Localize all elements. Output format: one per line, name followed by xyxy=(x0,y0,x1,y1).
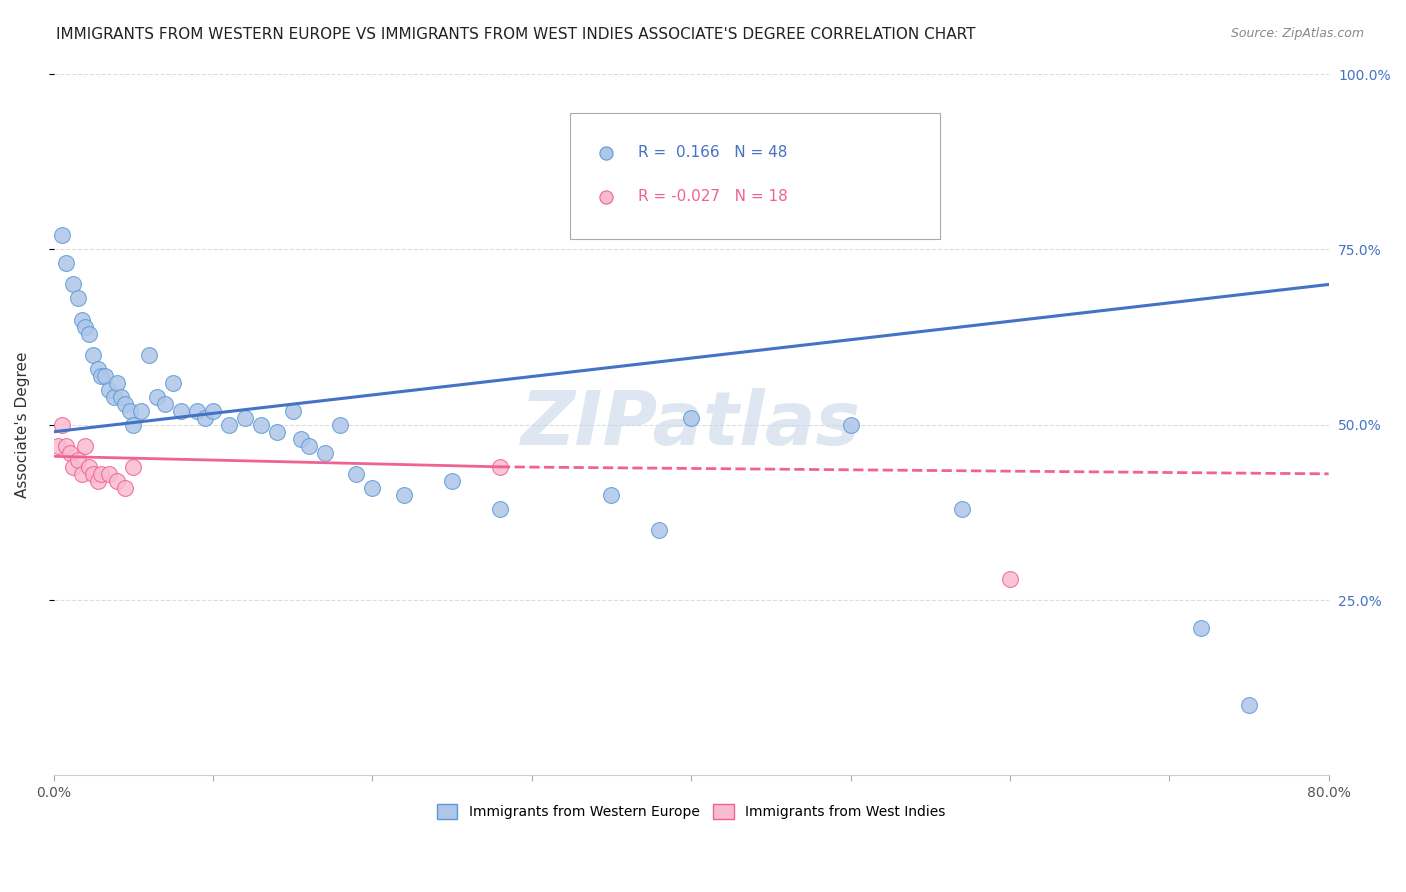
Point xyxy=(839,417,862,432)
Point xyxy=(72,312,94,326)
Point xyxy=(314,446,336,460)
Point xyxy=(55,439,77,453)
Point xyxy=(138,348,160,362)
Point xyxy=(201,403,224,417)
Point xyxy=(361,481,384,495)
Point xyxy=(162,376,184,390)
Text: R =  0.166   N = 48: R = 0.166 N = 48 xyxy=(637,145,787,160)
Point xyxy=(233,410,256,425)
Point xyxy=(58,446,80,460)
Point xyxy=(105,474,128,488)
Point xyxy=(194,410,217,425)
Point xyxy=(75,319,97,334)
Point xyxy=(114,481,136,495)
Point xyxy=(62,459,84,474)
Point xyxy=(66,292,89,306)
Point xyxy=(120,403,142,417)
Point xyxy=(122,459,145,474)
Point xyxy=(249,417,271,432)
Point xyxy=(114,397,136,411)
Point xyxy=(290,432,312,446)
Point xyxy=(170,403,193,417)
Point xyxy=(72,467,94,481)
Point xyxy=(441,474,464,488)
Point xyxy=(103,390,125,404)
Point xyxy=(733,190,755,204)
Point xyxy=(90,368,112,383)
Point xyxy=(950,502,973,516)
Point xyxy=(298,439,321,453)
Point xyxy=(733,145,755,160)
Point xyxy=(48,439,70,453)
Point xyxy=(394,488,416,502)
Text: R = -0.027   N = 18: R = -0.027 N = 18 xyxy=(637,189,787,204)
Point xyxy=(75,439,97,453)
Point xyxy=(281,403,304,417)
Point xyxy=(87,361,110,376)
Point xyxy=(998,572,1021,586)
Point xyxy=(648,523,671,537)
Legend: Immigrants from Western Europe, Immigrants from West Indies: Immigrants from Western Europe, Immigran… xyxy=(432,798,952,824)
Point xyxy=(153,397,176,411)
Y-axis label: Associate's Degree: Associate's Degree xyxy=(15,351,30,498)
Point xyxy=(146,390,169,404)
Point xyxy=(600,488,623,502)
Point xyxy=(51,228,73,243)
Point xyxy=(62,277,84,292)
Point xyxy=(98,383,121,397)
Point xyxy=(55,256,77,270)
Point xyxy=(66,452,89,467)
Point xyxy=(82,348,104,362)
Point xyxy=(266,425,288,439)
Point xyxy=(681,410,703,425)
Point xyxy=(51,417,73,432)
Point xyxy=(98,467,121,481)
Point xyxy=(93,368,115,383)
Point xyxy=(1189,621,1212,635)
Point xyxy=(105,376,128,390)
Point xyxy=(87,474,110,488)
Point xyxy=(82,467,104,481)
Point xyxy=(329,417,352,432)
Point xyxy=(110,390,132,404)
Text: IMMIGRANTS FROM WESTERN EUROPE VS IMMIGRANTS FROM WEST INDIES ASSOCIATE'S DEGREE: IMMIGRANTS FROM WESTERN EUROPE VS IMMIGR… xyxy=(56,27,976,42)
Point xyxy=(218,417,240,432)
Point xyxy=(186,403,208,417)
Point xyxy=(129,403,152,417)
Point xyxy=(77,326,100,341)
Point xyxy=(489,459,512,474)
FancyBboxPatch shape xyxy=(569,112,939,239)
Point xyxy=(1237,698,1260,713)
Point xyxy=(122,417,145,432)
Text: Source: ZipAtlas.com: Source: ZipAtlas.com xyxy=(1230,27,1364,40)
Point xyxy=(489,502,512,516)
Point xyxy=(90,467,112,481)
Point xyxy=(77,459,100,474)
Text: ZIPatlas: ZIPatlas xyxy=(522,388,860,461)
Point xyxy=(346,467,368,481)
